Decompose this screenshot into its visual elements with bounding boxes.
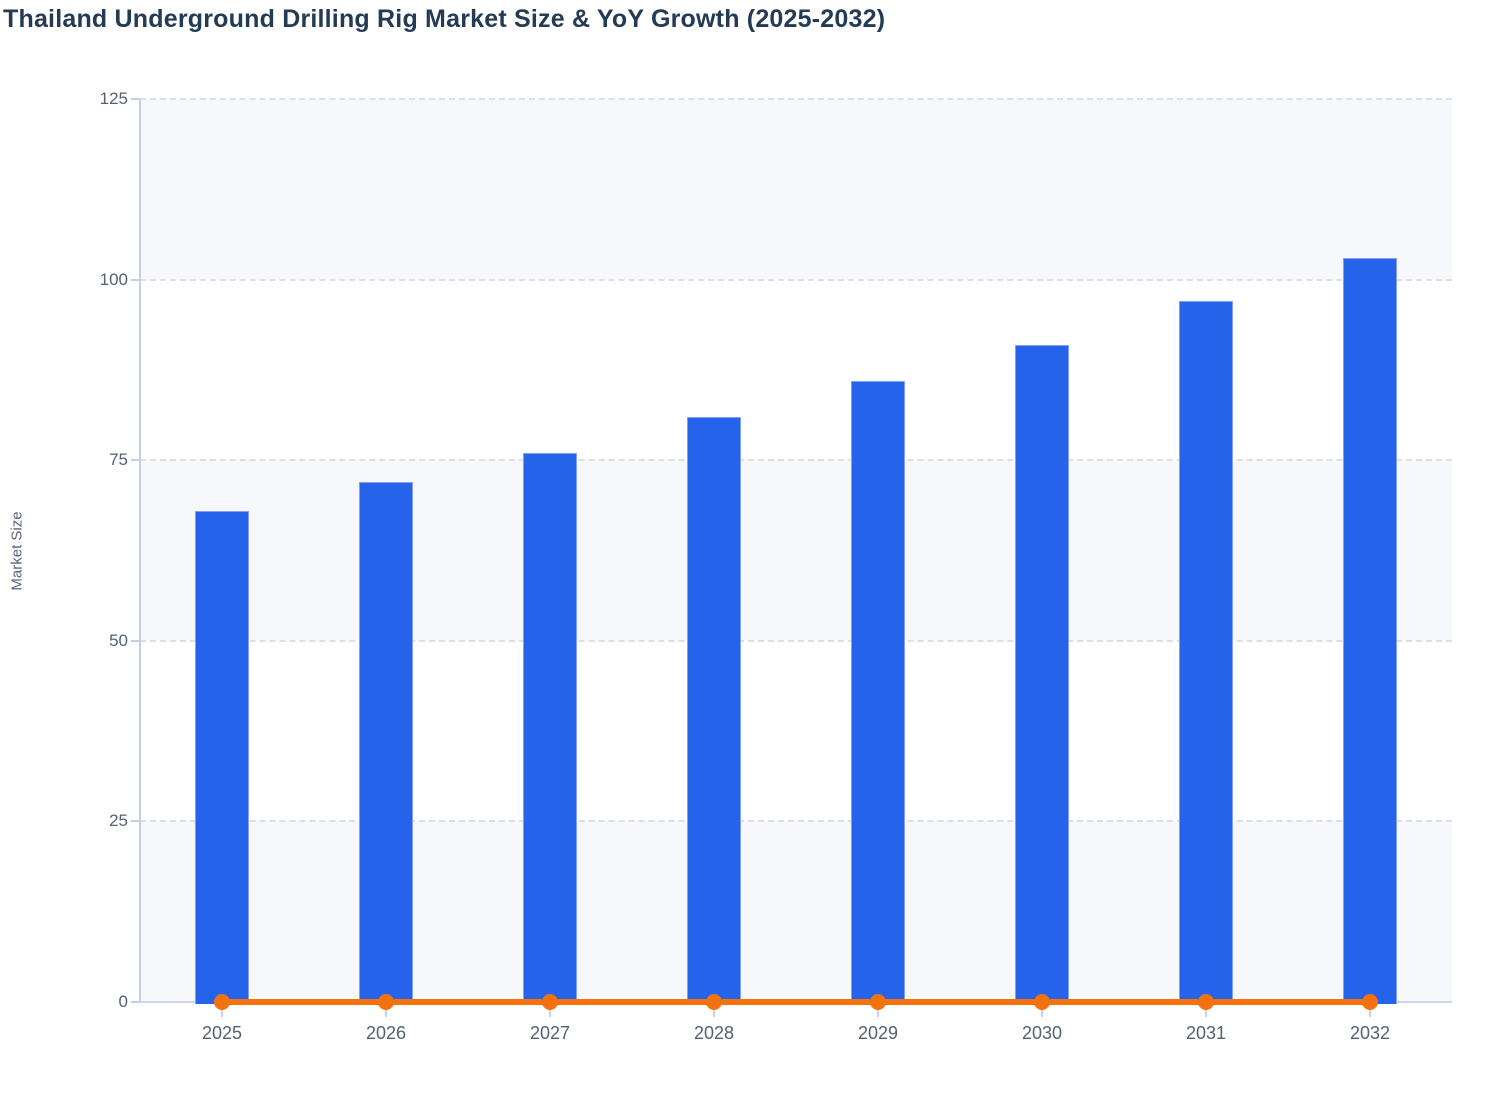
y-axis-tick: [131, 278, 140, 281]
yoy-growth-marker[interactable]: [378, 994, 394, 1010]
y-axis-tick-label: 75: [109, 450, 128, 470]
y-axis-tick-label: 125: [99, 89, 128, 108]
y-axis-tick-label: 0: [118, 992, 128, 1011]
x-axis-category-label: 2031: [1185, 1023, 1227, 1043]
market-size-bar[interactable]: [1343, 257, 1397, 1004]
x-axis-tick: [1369, 1006, 1371, 1017]
market-size-bar[interactable]: [195, 510, 249, 1004]
gridline: [140, 98, 1452, 100]
y-axis-tick-label: 50: [109, 630, 128, 650]
gridline: [140, 278, 1452, 281]
y-axis-title: Market Size: [8, 511, 26, 591]
market-size-bar[interactable]: [523, 452, 577, 1004]
x-axis-tick: [221, 1006, 223, 1017]
yoy-growth-marker[interactable]: [1034, 994, 1050, 1010]
yoy-growth-marker[interactable]: [1198, 994, 1214, 1010]
x-axis-tick: [1041, 1006, 1043, 1017]
x-axis-category-label: 2028: [693, 1023, 735, 1043]
gridline: [140, 820, 1452, 823]
x-axis-category-label: 2032: [1349, 1023, 1391, 1043]
x-axis-category-label: 2027: [529, 1023, 571, 1043]
yoy-growth-marker[interactable]: [706, 994, 722, 1010]
yoy-growth-line: [222, 999, 1370, 1005]
market-size-bar[interactable]: [359, 481, 413, 1004]
chart-title: Thailand Underground Drilling Rig Market…: [3, 5, 886, 33]
market-size-bar[interactable]: [687, 416, 741, 1004]
plot-band: [140, 460, 1452, 641]
market-size-bar[interactable]: [1179, 301, 1233, 1004]
y-axis-tick: [131, 820, 140, 823]
x-axis-tick: [713, 1006, 715, 1017]
y-axis-tick: [131, 639, 140, 642]
x-axis-category-label: 2026: [365, 1023, 407, 1043]
y-axis-line: [139, 99, 141, 1002]
gridline: [140, 459, 1452, 462]
gridline: [140, 639, 1452, 642]
y-axis-tick: [131, 1001, 140, 1003]
yoy-growth-marker[interactable]: [542, 994, 558, 1010]
y-axis-tick: [131, 98, 140, 100]
yoy-growth-marker[interactable]: [1362, 994, 1378, 1010]
y-axis-tick-label: 100: [99, 269, 128, 289]
x-axis-tick: [385, 1006, 387, 1017]
x-axis-category-label: 2025: [201, 1023, 243, 1043]
x-axis-tick: [877, 1006, 879, 1017]
x-axis-tick: [1205, 1006, 1207, 1017]
x-axis-category-label: 2029: [857, 1023, 899, 1043]
market-size-bar[interactable]: [1015, 344, 1069, 1004]
plot-band: [140, 99, 1452, 280]
y-axis-tick-label: 25: [109, 811, 128, 831]
x-axis-tick: [549, 1006, 551, 1017]
market-size-bar[interactable]: [851, 380, 905, 1004]
yoy-growth-marker[interactable]: [214, 994, 230, 1010]
x-axis-category-label: 2030: [1021, 1023, 1063, 1043]
plot-band: [140, 821, 1452, 1002]
yoy-growth-marker[interactable]: [870, 994, 886, 1010]
y-axis-tick: [131, 459, 140, 462]
